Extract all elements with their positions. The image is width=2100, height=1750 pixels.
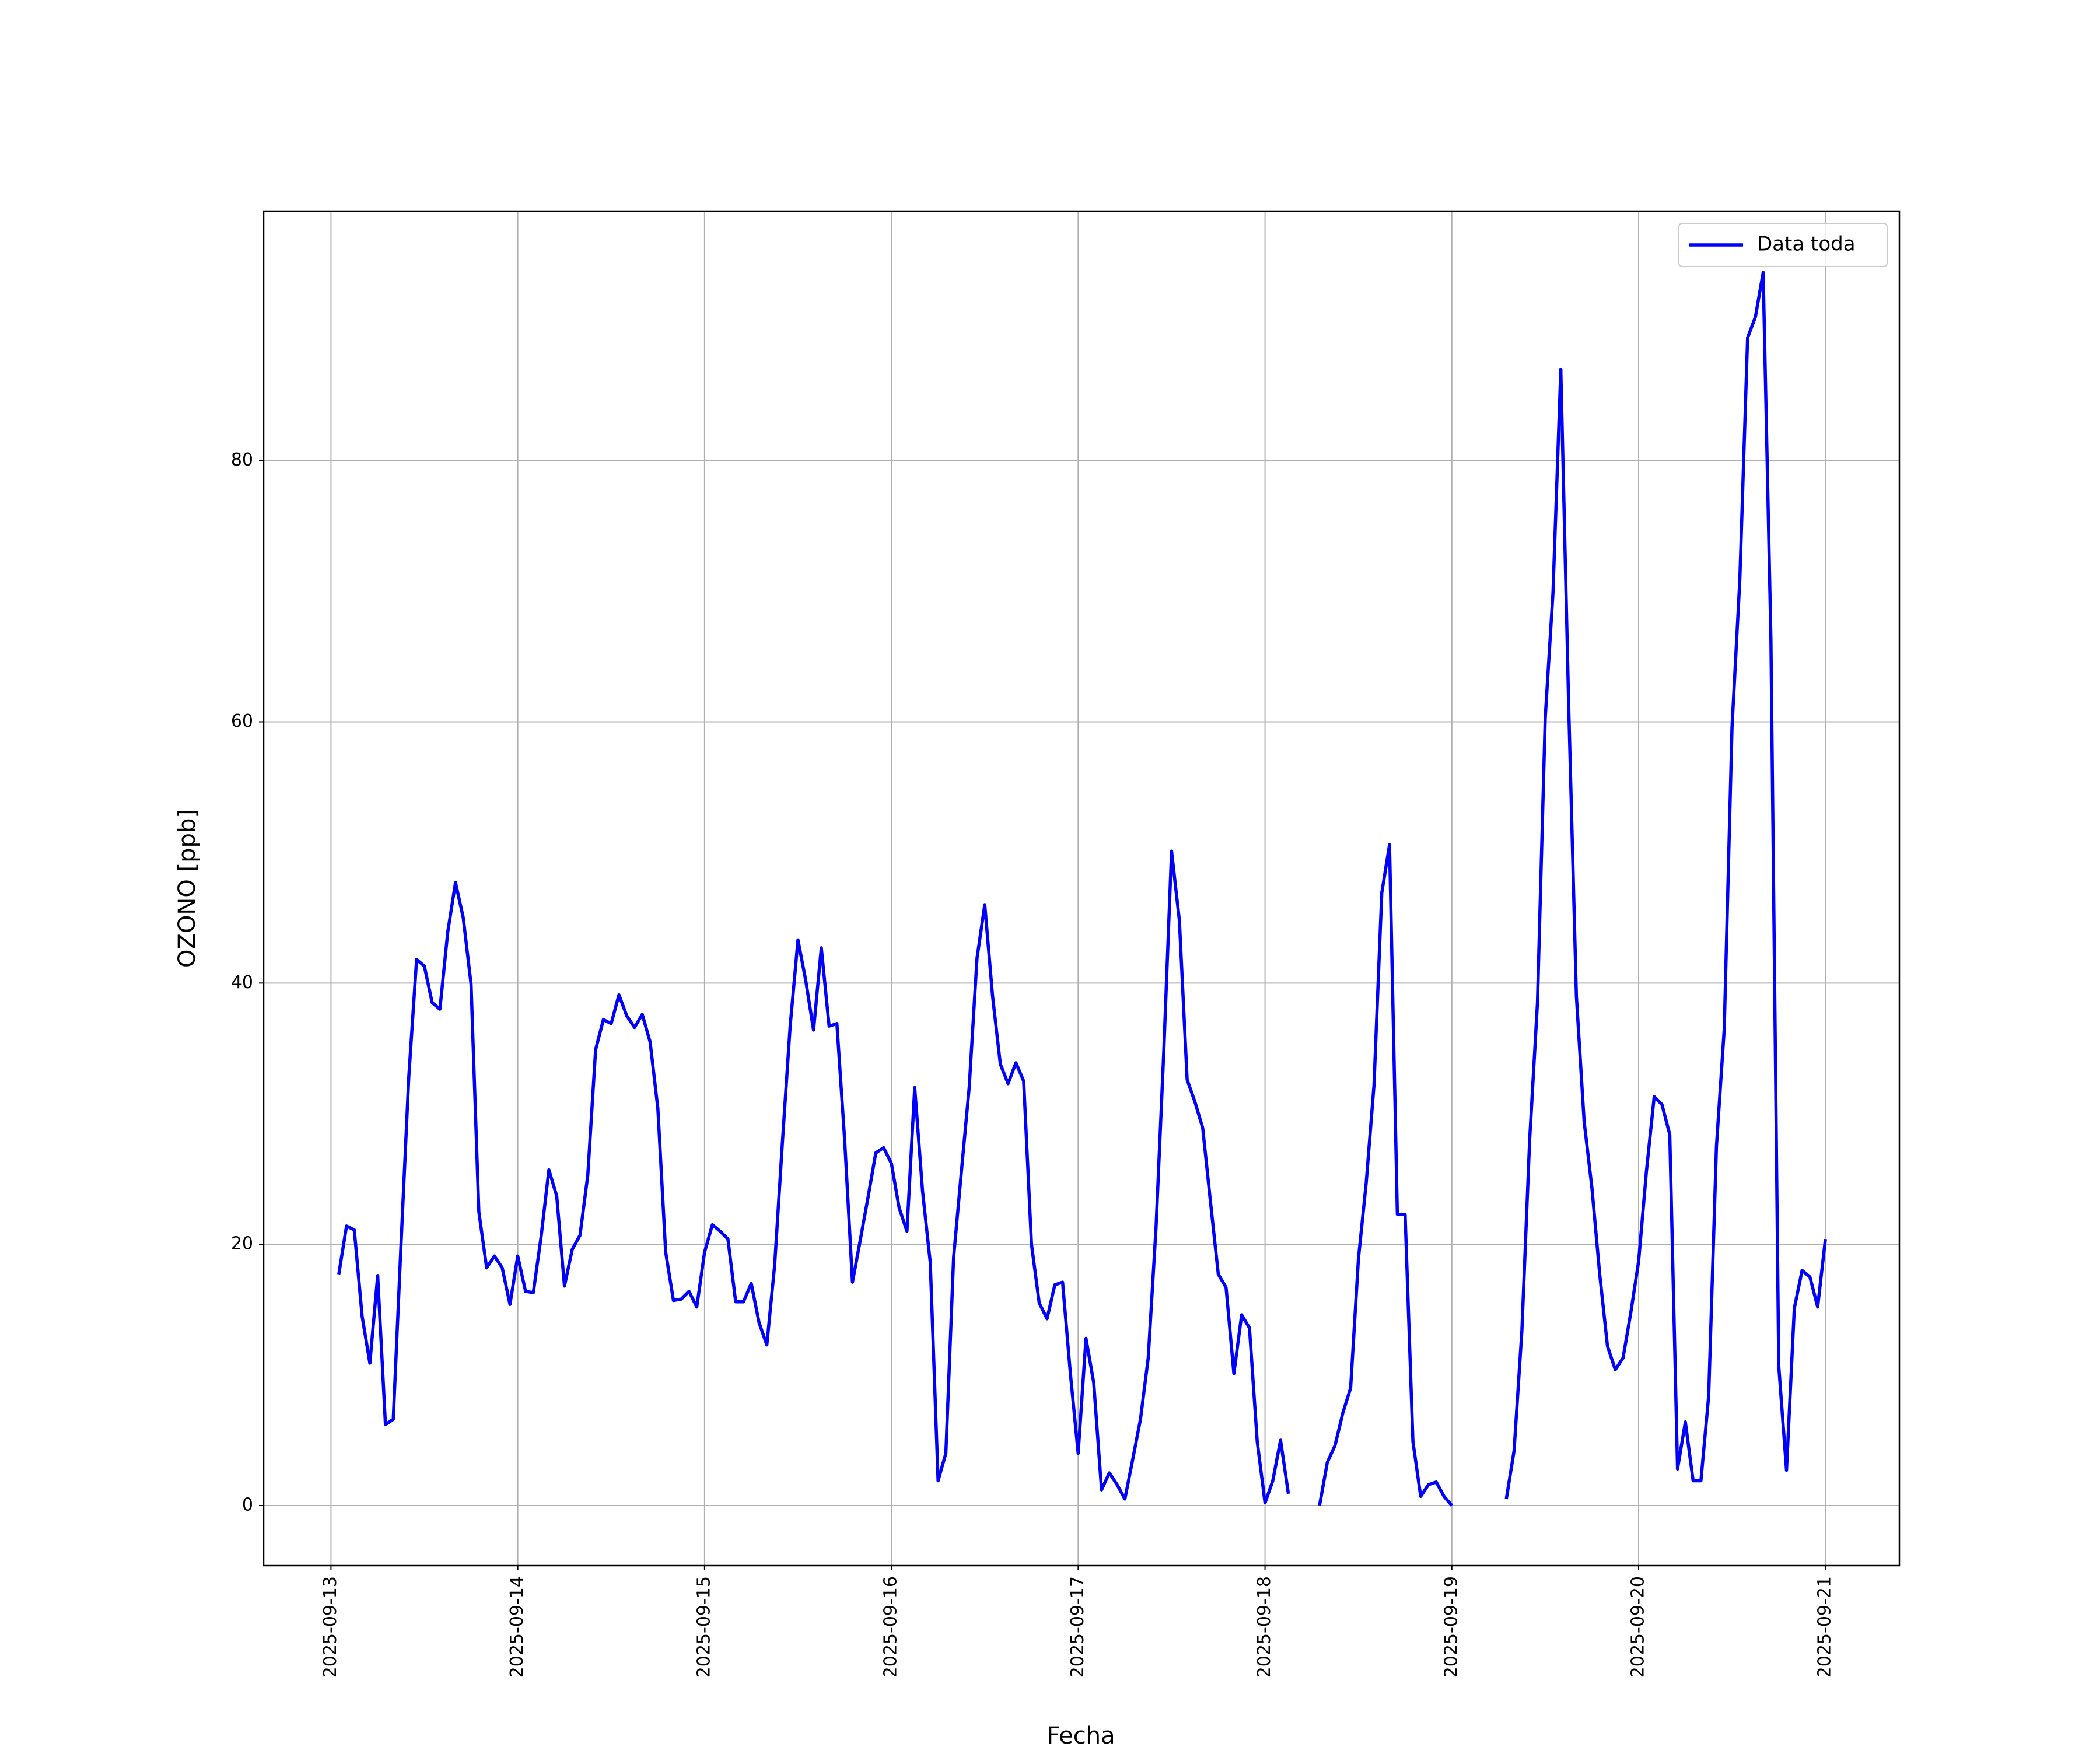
x-tick-label: 2025-09-15 — [694, 1576, 714, 1678]
y-tick-label: 0 — [242, 1494, 253, 1515]
x-axis-label: Fecha — [1046, 1723, 1115, 1749]
y-tick-label: 80 — [231, 450, 253, 470]
y-tick-label: 40 — [231, 972, 253, 993]
y-axis-label: OZONO [ppb] — [174, 809, 201, 968]
plot-frame — [262, 210, 1901, 1567]
x-tick-label: 2025-09-17 — [1068, 1576, 1088, 1678]
x-tick-label: 2025-09-18 — [1254, 1576, 1275, 1678]
y-tick-label: 20 — [231, 1234, 253, 1254]
x-tick-label: 2025-09-20 — [1628, 1576, 1648, 1678]
x-tick-label: 2025-09-13 — [320, 1576, 341, 1678]
data-line — [337, 271, 1827, 1507]
legend-label: Data toda — [1757, 233, 1856, 256]
x-tick-label: 2025-09-19 — [1441, 1576, 1461, 1678]
y-tick-label: 60 — [231, 711, 253, 732]
x-tick-label: 2025-09-16 — [881, 1576, 901, 1678]
x-tick-label: 2025-09-21 — [1815, 1576, 1835, 1678]
legend-box — [1678, 223, 1888, 267]
x-tick-label: 2025-09-14 — [507, 1576, 527, 1678]
